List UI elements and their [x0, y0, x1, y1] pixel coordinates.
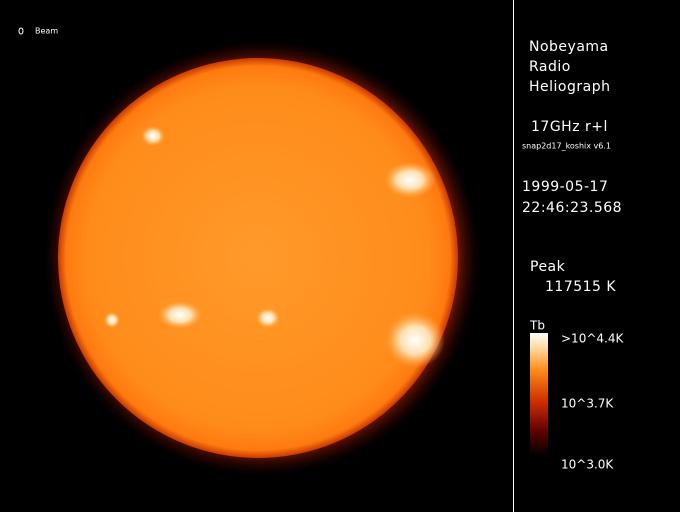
- instrument-line: Heliograph: [529, 79, 610, 95]
- active-region: [141, 126, 165, 146]
- beam-shape: [18, 27, 24, 35]
- instrument-line: Radio: [529, 59, 571, 75]
- software: snap2d17_koshix v6.1: [522, 142, 611, 151]
- active-region: [158, 301, 202, 329]
- active-region: [104, 312, 120, 328]
- peak-label: Peak: [530, 259, 566, 275]
- active-region: [384, 162, 436, 198]
- time: 22:46:23.568: [522, 200, 622, 216]
- colorbar-label: 10^3.7K: [561, 397, 614, 411]
- colorbar-label: >10^4.4K: [561, 332, 624, 346]
- sun-image: [44, 40, 480, 476]
- colorbar-title: Tb: [529, 319, 545, 333]
- peak-value: 117515 K: [545, 279, 616, 295]
- instrument-line: Nobeyama: [529, 39, 609, 55]
- date: 1999-05-17: [522, 179, 608, 195]
- colorbar: [530, 333, 548, 456]
- sun-disk: [58, 58, 458, 458]
- active-region: [256, 308, 280, 328]
- active-region: [385, 312, 445, 368]
- beam-label: Beam: [35, 27, 58, 36]
- frequency: 17GHz r+l: [531, 119, 608, 135]
- colorbar-label: 10^3.0K: [561, 458, 614, 472]
